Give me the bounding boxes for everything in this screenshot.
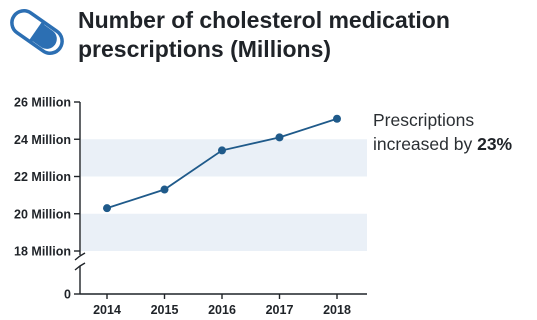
data-point-2016 (218, 146, 226, 155)
shaded-band-1 (81, 139, 367, 177)
chart-title-line2: prescriptions (Millions) (78, 36, 332, 62)
annotation-line2: increased by 23% (373, 132, 533, 156)
x-tick-label: 2016 (208, 303, 236, 317)
pill-capsule-icon (10, 9, 64, 55)
growth-annotation: Prescriptions increased by 23% (373, 108, 533, 156)
annotation-prefix: increased by (373, 134, 478, 154)
data-point-2018 (333, 114, 341, 123)
y-tick-label: 20 Million (14, 207, 71, 221)
y-tick-label-zero: 0 (64, 288, 71, 302)
shaded-band-0 (81, 213, 367, 251)
y-tick-label: 22 Million (14, 170, 71, 184)
y-tick-label: 24 Million (14, 133, 71, 147)
chart-title-line1: Number of cholesterol medication (78, 7, 450, 33)
x-tick-label: 2014 (93, 303, 121, 317)
axis-break-mark-top (74, 252, 86, 261)
x-tick-label: 2017 (266, 303, 294, 317)
annotation-value: 23% (477, 134, 513, 154)
y-tick-label: 26 Million (14, 96, 71, 110)
chart-title: Number of cholesterol medication prescri… (78, 6, 508, 64)
annotation-line1: Prescriptions (373, 110, 475, 130)
y-tick-label: 18 Million (14, 245, 71, 259)
x-tick-label: 2015 (151, 303, 179, 317)
data-point-2014 (103, 204, 111, 213)
data-point-2017 (275, 133, 284, 142)
x-tick-label: 2018 (323, 303, 351, 317)
data-point-2015 (160, 185, 169, 194)
